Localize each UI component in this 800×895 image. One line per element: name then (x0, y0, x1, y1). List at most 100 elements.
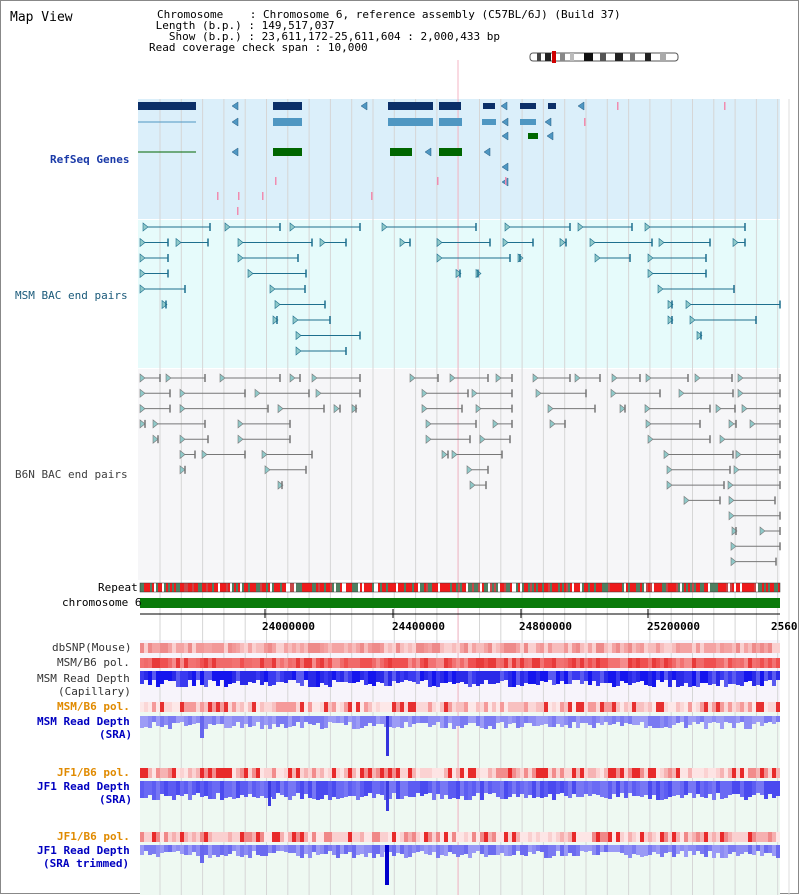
repeat-segment (180, 583, 182, 592)
depth-bar (604, 671, 608, 683)
depth-bar (612, 671, 616, 687)
pol-strip-cell (540, 658, 544, 668)
depth-bar (504, 716, 508, 728)
depth-bar (312, 781, 316, 799)
pol-strip-cell (504, 702, 508, 712)
gene-block (388, 118, 433, 126)
pol-strip-cell (564, 702, 568, 712)
pol-strip-cell (308, 643, 312, 653)
repeat-segment (708, 583, 710, 592)
depth-bar (700, 781, 704, 797)
depth-bar (756, 845, 760, 851)
pol-strip-cell (656, 832, 660, 842)
pol-strip-cell (560, 768, 564, 778)
repeat-segment (140, 583, 142, 592)
pol-strip-cell (552, 832, 556, 842)
depth-bar (352, 716, 356, 729)
pol-strip-cell (204, 643, 208, 653)
depth-bar (160, 716, 164, 727)
depth-bar (680, 845, 684, 851)
pol-strip-cell (208, 832, 212, 842)
depth-bar (200, 671, 204, 685)
depth-bar (688, 716, 692, 725)
depth-bar (144, 716, 148, 727)
pol-strip-cell (520, 702, 524, 712)
bac-end-marker (224, 222, 231, 232)
depth-bar (316, 781, 320, 800)
length-label: Length (b.p.) (155, 19, 242, 32)
pol-strip-cell (628, 702, 632, 712)
depth-bar (500, 716, 504, 722)
repeat-segment (484, 583, 486, 592)
repeat-segment (646, 583, 648, 592)
repeat-segment (520, 583, 522, 592)
bac-end-marker (451, 449, 458, 460)
depth-bar (604, 845, 608, 852)
pol-strip-cell (772, 768, 776, 778)
pol-strip-cell (148, 643, 152, 653)
depth-bar (452, 781, 456, 798)
repeat-segment (530, 583, 532, 592)
pol-strip-cell (600, 658, 604, 668)
axis-tick-label: 25200000 (647, 620, 700, 633)
pol-strip-cell (592, 832, 596, 842)
depth-bar (428, 845, 432, 855)
pol-strip-cell (516, 643, 520, 653)
repeat-segment (198, 583, 200, 592)
depth-bar (148, 716, 152, 728)
repeat-segment (264, 583, 266, 592)
pol-strip-cell (172, 832, 176, 842)
depth-bar (524, 845, 528, 856)
depth-bar (664, 845, 668, 853)
pol-strip-cell (472, 658, 476, 668)
pol-strip-cell (616, 832, 620, 842)
msm-bac-track-label[interactable]: MSM BAC end pairs (15, 289, 128, 302)
depth-bar (580, 671, 584, 684)
pol-strip-cell (244, 658, 248, 668)
repeat-segment (302, 583, 304, 592)
depth-bar (272, 845, 276, 853)
depth-bar (576, 781, 580, 797)
repeat-segment (672, 583, 674, 592)
repeat-segment (482, 583, 484, 592)
gene-block (273, 148, 302, 156)
pol-strip-cell (592, 768, 596, 778)
bac-end-marker (295, 330, 302, 341)
pol-strip-cell (312, 702, 316, 712)
depth-bar (576, 716, 580, 728)
pol-strip-cell (632, 643, 636, 653)
bac-end-marker (547, 403, 554, 414)
pol-strip-cell (680, 832, 684, 842)
bac-end-marker (409, 373, 416, 383)
depth-bar (184, 671, 188, 687)
gene-arrow (483, 147, 491, 157)
pol-strip-cell (188, 702, 192, 712)
repeat-segment (774, 583, 776, 592)
depth-bar (704, 845, 708, 857)
pol-strip-cell (752, 832, 756, 842)
depth-bar (684, 716, 688, 728)
pol-strip-cell (664, 702, 668, 712)
depth-bar (268, 845, 272, 853)
pol-strip-cell (168, 658, 172, 668)
pol-strip-cell (532, 658, 536, 668)
pol-strip-cell (728, 702, 732, 712)
depth-bar (504, 845, 508, 856)
repeat-segment (506, 583, 508, 592)
refseq-track-label[interactable]: RefSeq Genes (50, 153, 130, 166)
depth-bar (584, 845, 588, 852)
depth-bar (352, 781, 356, 796)
depth-bar (736, 716, 740, 723)
depth-bar (300, 845, 304, 858)
pol-strip-cell (172, 702, 176, 712)
bac-end-marker (727, 480, 734, 490)
pol-strip-cell (752, 643, 756, 653)
pol-strip-cell (324, 702, 328, 712)
depth-bar (408, 845, 412, 857)
b6n-bac-track-label[interactable]: B6N BAC end pairs (15, 468, 128, 481)
pol-strip-cell (164, 832, 168, 842)
pol-strip-cell (672, 832, 676, 842)
depth-bar (540, 671, 544, 681)
depth-bar (672, 671, 676, 680)
